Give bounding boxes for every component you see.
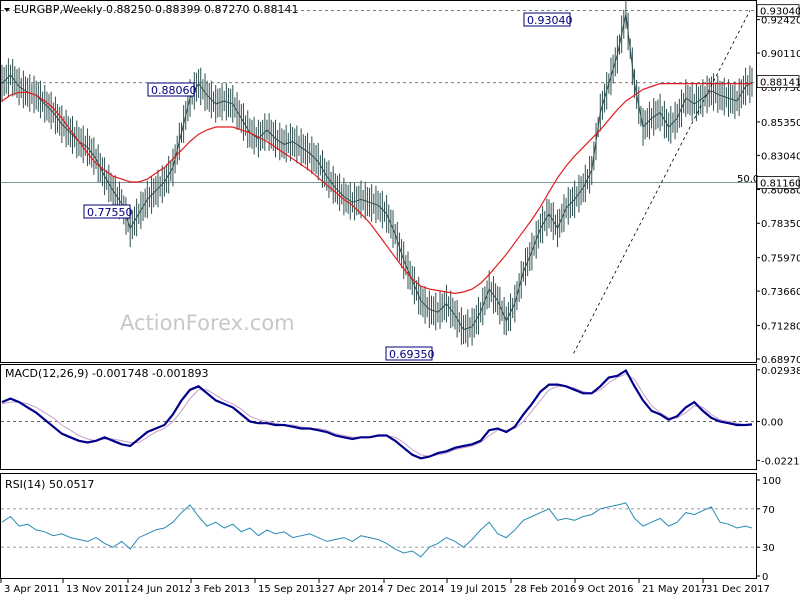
price-annotation-label: 0.93040 bbox=[527, 14, 573, 27]
price-label-box bbox=[756, 75, 800, 88]
price-panel-frame bbox=[0, 0, 757, 363]
time-axis-label: 3 Apr 2011 bbox=[4, 584, 59, 595]
rsi-header: RSI(14) 50.0517 bbox=[5, 478, 94, 491]
time-axis-label: 15 Sep 2013 bbox=[258, 584, 321, 595]
time-axis-label: 7 Dec 2014 bbox=[387, 584, 445, 595]
watermark: ActionForex.com bbox=[120, 311, 295, 335]
price-annotation-box bbox=[385, 346, 433, 361]
price-axis-label: 0.80680 bbox=[761, 186, 800, 197]
price-annotation-label: 0.69350 bbox=[389, 348, 435, 361]
rsi-axis-label: 0 bbox=[762, 572, 768, 583]
macd-header: MACD(12,26,9) -0.001748 -0.001893 bbox=[5, 367, 208, 380]
price-axis-label: 0.73660 bbox=[761, 287, 800, 298]
macd-axis-label: -0.022161 bbox=[761, 456, 800, 467]
price-label-text: 0.81160 bbox=[760, 179, 800, 190]
price-axis-label: 0.92420 bbox=[761, 16, 800, 27]
price-axis-label: 0.85350 bbox=[761, 118, 800, 129]
time-axis-label: 21 May 2017 bbox=[642, 584, 707, 595]
chart-menu-arrow-icon[interactable] bbox=[4, 8, 10, 12]
price-axis-label: 0.71280 bbox=[761, 322, 800, 333]
price-series-line bbox=[1, 13, 753, 331]
symbol-header: EURGBP,Weekly 0.88250 0.88399 0.87270 0.… bbox=[14, 3, 299, 16]
price-annotation-label: 0.77550 bbox=[87, 206, 133, 219]
price-series-layer: 0.93040 0.88060 0.77550 0.69350 50.0 bbox=[1, 0, 759, 361]
price-annotation-box bbox=[147, 82, 195, 97]
time-axis-label: 28 Feb 2016 bbox=[514, 584, 576, 595]
price-label-box bbox=[756, 4, 800, 18]
fib-level-label: 50.0 bbox=[737, 174, 759, 185]
rsi-line bbox=[1, 502, 753, 558]
macd-series-layer bbox=[1, 368, 756, 460]
rsi-axis-label: 70 bbox=[762, 505, 775, 516]
price-axis-label: 0.83040 bbox=[761, 151, 800, 162]
time-axis-label: 27 Apr 2014 bbox=[322, 584, 384, 595]
price-label-text: 0.93040 bbox=[760, 7, 800, 18]
price-annotation-box bbox=[83, 204, 131, 219]
price-axis-label: 0.78350 bbox=[761, 219, 800, 230]
macd-line bbox=[1, 368, 753, 460]
time-axis-label: 3 Feb 2013 bbox=[194, 584, 250, 595]
axis-labels-layer: 0.930400.924200.901100.877500.853500.830… bbox=[0, 4, 800, 595]
price-label-box bbox=[756, 176, 800, 189]
price-axis-label: 0.87750 bbox=[761, 83, 800, 94]
time-axis-label: 31 Dec 2017 bbox=[706, 584, 770, 595]
rsi-axis-label: 100 bbox=[762, 476, 781, 487]
price-axis-label: 0.90110 bbox=[761, 49, 800, 60]
rsi-panel-frame bbox=[0, 473, 757, 579]
time-axis-label: 9 Oct 2016 bbox=[578, 584, 633, 595]
time-axis-label: 24 Jun 2012 bbox=[131, 584, 191, 595]
price-label-text: 0.88141 bbox=[760, 78, 800, 89]
macd-panel-frame bbox=[0, 364, 757, 470]
price-annotation-label: 0.88060 bbox=[151, 84, 197, 97]
macd-axis-label: 0.00 bbox=[761, 417, 783, 428]
time-axis-label: 13 Nov 2011 bbox=[66, 584, 130, 595]
time-axis-label: 19 Jul 2015 bbox=[450, 584, 507, 595]
price-axis-label: 0.68970 bbox=[761, 355, 800, 366]
macd-axis-label: 0.029387 bbox=[761, 366, 800, 377]
moving-average-line bbox=[1, 83, 752, 295]
price-annotation-box bbox=[523, 12, 571, 27]
trend-line bbox=[573, 10, 751, 354]
rsi-axis-label: 30 bbox=[762, 543, 775, 554]
rsi-series-layer bbox=[1, 502, 756, 558]
price-axis-label: 0.75970 bbox=[761, 254, 800, 265]
